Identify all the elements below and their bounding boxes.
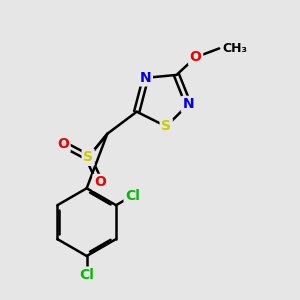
Text: S: S [161, 119, 171, 134]
Text: Cl: Cl [125, 189, 140, 202]
Text: CH₃: CH₃ [222, 42, 247, 55]
Text: N: N [140, 71, 152, 85]
Text: O: O [57, 137, 69, 151]
Text: S: S [83, 150, 93, 164]
Text: O: O [190, 50, 202, 64]
Text: O: O [94, 176, 106, 189]
Text: Cl: Cl [79, 268, 94, 282]
Text: N: N [182, 98, 194, 111]
